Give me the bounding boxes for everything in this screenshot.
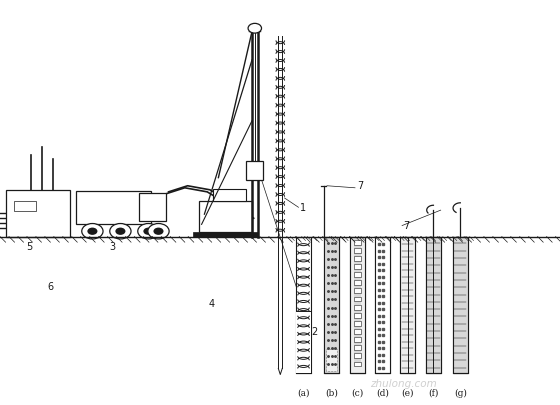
Bar <box>375 237 390 373</box>
Bar <box>354 264 361 269</box>
Circle shape <box>148 224 169 239</box>
Bar <box>350 237 365 373</box>
Bar <box>193 232 258 238</box>
Text: 3: 3 <box>109 241 115 251</box>
Circle shape <box>153 228 164 235</box>
Bar <box>199 202 252 232</box>
Circle shape <box>115 228 125 235</box>
Bar <box>354 318 361 321</box>
Text: 5: 5 <box>26 241 32 251</box>
Bar <box>354 240 361 245</box>
Bar <box>354 269 361 273</box>
Bar <box>453 237 468 373</box>
Text: 2: 2 <box>311 326 318 336</box>
Bar <box>400 237 415 373</box>
Circle shape <box>143 228 153 235</box>
Bar <box>375 237 390 373</box>
Bar <box>354 277 361 281</box>
Bar <box>354 302 361 305</box>
Bar <box>426 237 441 373</box>
Text: zhulong.com: zhulong.com <box>370 378 437 388</box>
Circle shape <box>248 24 262 34</box>
Bar <box>354 326 361 329</box>
Bar <box>296 311 311 373</box>
Bar <box>354 342 361 345</box>
Bar <box>354 248 361 253</box>
Bar <box>354 261 361 264</box>
Bar <box>354 305 361 310</box>
Bar <box>400 237 415 373</box>
Bar <box>354 337 361 342</box>
Text: 7: 7 <box>403 221 409 231</box>
Text: 7: 7 <box>357 180 363 190</box>
Bar <box>354 256 361 261</box>
Text: (e): (e) <box>402 388 414 397</box>
Bar <box>326 349 337 371</box>
Bar <box>14 201 36 211</box>
Circle shape <box>87 228 97 235</box>
Bar <box>354 321 361 326</box>
Circle shape <box>110 224 131 239</box>
Bar <box>354 329 361 334</box>
Bar <box>354 281 361 286</box>
Bar <box>354 358 361 362</box>
Bar <box>354 245 361 248</box>
Bar <box>354 362 361 367</box>
Text: (g): (g) <box>454 388 466 397</box>
Circle shape <box>138 224 159 239</box>
Bar <box>426 237 441 373</box>
Bar <box>324 237 339 373</box>
Bar <box>354 253 361 256</box>
Bar <box>354 345 361 350</box>
Bar <box>350 237 365 373</box>
Text: 6: 6 <box>48 281 53 292</box>
Text: (d): (d) <box>376 388 389 397</box>
Bar <box>139 194 166 222</box>
Bar <box>354 354 361 358</box>
Bar <box>213 190 246 202</box>
Bar <box>246 162 263 180</box>
Bar <box>354 273 361 277</box>
Text: (f): (f) <box>428 388 438 397</box>
Text: 1: 1 <box>300 202 306 213</box>
Bar <box>354 310 361 313</box>
Text: (b): (b) <box>325 388 338 397</box>
Bar <box>354 286 361 289</box>
Bar <box>324 237 339 373</box>
Bar <box>6 190 70 237</box>
Bar <box>76 192 151 224</box>
Text: 4: 4 <box>209 298 214 308</box>
Bar <box>354 334 361 337</box>
Text: (c): (c) <box>351 388 363 397</box>
Bar <box>296 237 311 373</box>
Bar <box>354 289 361 294</box>
Bar <box>354 237 361 240</box>
Bar <box>354 350 361 354</box>
Text: (a): (a) <box>297 388 310 397</box>
Bar <box>453 237 468 373</box>
Bar <box>354 313 361 318</box>
Circle shape <box>82 224 103 239</box>
Bar <box>354 297 361 302</box>
Bar <box>354 294 361 297</box>
